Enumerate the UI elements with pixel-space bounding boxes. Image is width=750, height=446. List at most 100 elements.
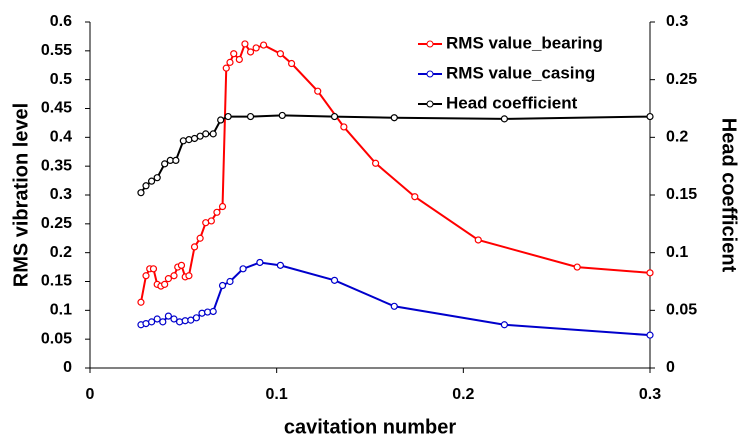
point — [170, 315, 178, 323]
point — [646, 269, 654, 277]
point — [142, 182, 150, 190]
y2-axis-label: Head coefficient — [718, 118, 740, 273]
series-line — [139, 41, 651, 303]
point — [218, 202, 227, 211]
point — [161, 160, 169, 168]
point — [573, 263, 581, 271]
point — [252, 44, 260, 52]
point — [500, 115, 508, 123]
point — [176, 318, 184, 326]
point — [241, 40, 249, 48]
point — [164, 312, 172, 320]
legend-marker — [426, 100, 434, 108]
point — [230, 50, 238, 58]
y-tick-label: 0.1 — [50, 302, 72, 319]
point — [177, 261, 186, 269]
point — [218, 281, 227, 290]
point — [646, 112, 654, 121]
x-tick-label: 0.3 — [639, 386, 661, 403]
point — [474, 236, 482, 244]
point — [235, 55, 243, 64]
y-tick-label: 0.6 — [50, 13, 72, 30]
point — [278, 111, 286, 120]
y-tick-label: 0.3 — [50, 186, 72, 203]
y-tick-label: 0.25 — [41, 215, 72, 232]
y2-tick-label: 0.15 — [666, 186, 697, 203]
y-tick-label: 0.5 — [50, 71, 72, 88]
x-axis-label: cavitation number — [284, 416, 456, 438]
point — [185, 272, 193, 280]
point — [209, 130, 217, 138]
point — [222, 64, 230, 72]
point — [209, 307, 217, 316]
point — [153, 174, 161, 182]
y2-tick-label: 0.2 — [666, 129, 688, 146]
legend-marker — [426, 40, 434, 48]
point — [137, 298, 145, 306]
point — [192, 314, 200, 322]
point — [246, 112, 255, 121]
point — [142, 272, 150, 280]
point — [340, 123, 348, 131]
x-tick-label: 0.2 — [452, 386, 474, 403]
point — [390, 302, 398, 310]
y2-tick-label: 0.3 — [666, 13, 688, 30]
y-axis-label: RMS vibration level — [10, 103, 32, 288]
point — [198, 309, 206, 317]
point — [239, 265, 247, 273]
point — [256, 258, 264, 267]
legend-label: RMS value_bearing — [446, 33, 603, 52]
point — [207, 217, 215, 225]
point — [411, 193, 419, 201]
legend-label: RMS value_casing — [446, 63, 595, 82]
point — [288, 59, 296, 68]
point — [148, 177, 156, 185]
legend-label: Head coefficient — [446, 93, 578, 112]
point — [276, 261, 284, 269]
legend-marker — [426, 70, 434, 78]
x-tick-label: 0 — [86, 386, 95, 403]
y2-tick-label: 0.05 — [666, 302, 697, 319]
y2-tick-label: 0.25 — [666, 71, 697, 88]
point — [161, 280, 169, 288]
point — [202, 130, 210, 138]
y2-tick-label: 0 — [666, 359, 675, 376]
point — [164, 275, 172, 283]
series-line — [140, 261, 651, 337]
point — [137, 189, 145, 197]
point — [217, 116, 225, 124]
point — [172, 156, 180, 164]
point — [646, 331, 654, 339]
point — [330, 112, 339, 121]
point — [153, 315, 161, 323]
y-tick-label: 0.2 — [50, 244, 72, 261]
point — [224, 112, 232, 121]
point — [149, 265, 158, 273]
y-tick-label: 0.55 — [41, 42, 72, 59]
y-tick-label: 0 — [63, 359, 72, 376]
point — [314, 87, 322, 95]
point — [159, 318, 167, 326]
y-tick-label: 0.45 — [41, 100, 72, 117]
point — [213, 208, 221, 216]
y-tick-label: 0.05 — [41, 330, 72, 347]
y2-tick-label: 0.1 — [666, 244, 688, 261]
point — [148, 318, 156, 326]
y-tick-label: 0.15 — [41, 273, 72, 290]
point — [246, 48, 255, 56]
point — [179, 137, 187, 145]
point — [185, 136, 193, 144]
y-tick-label: 0.35 — [41, 157, 72, 174]
point — [276, 50, 284, 58]
point — [260, 41, 268, 49]
point — [390, 114, 398, 122]
y-tick-label: 0.4 — [50, 129, 72, 146]
point — [226, 58, 234, 66]
point — [170, 272, 178, 280]
point — [196, 234, 204, 242]
x-tick-label: 0.1 — [266, 386, 288, 403]
point — [372, 159, 380, 167]
point — [190, 243, 199, 251]
point — [330, 276, 339, 284]
